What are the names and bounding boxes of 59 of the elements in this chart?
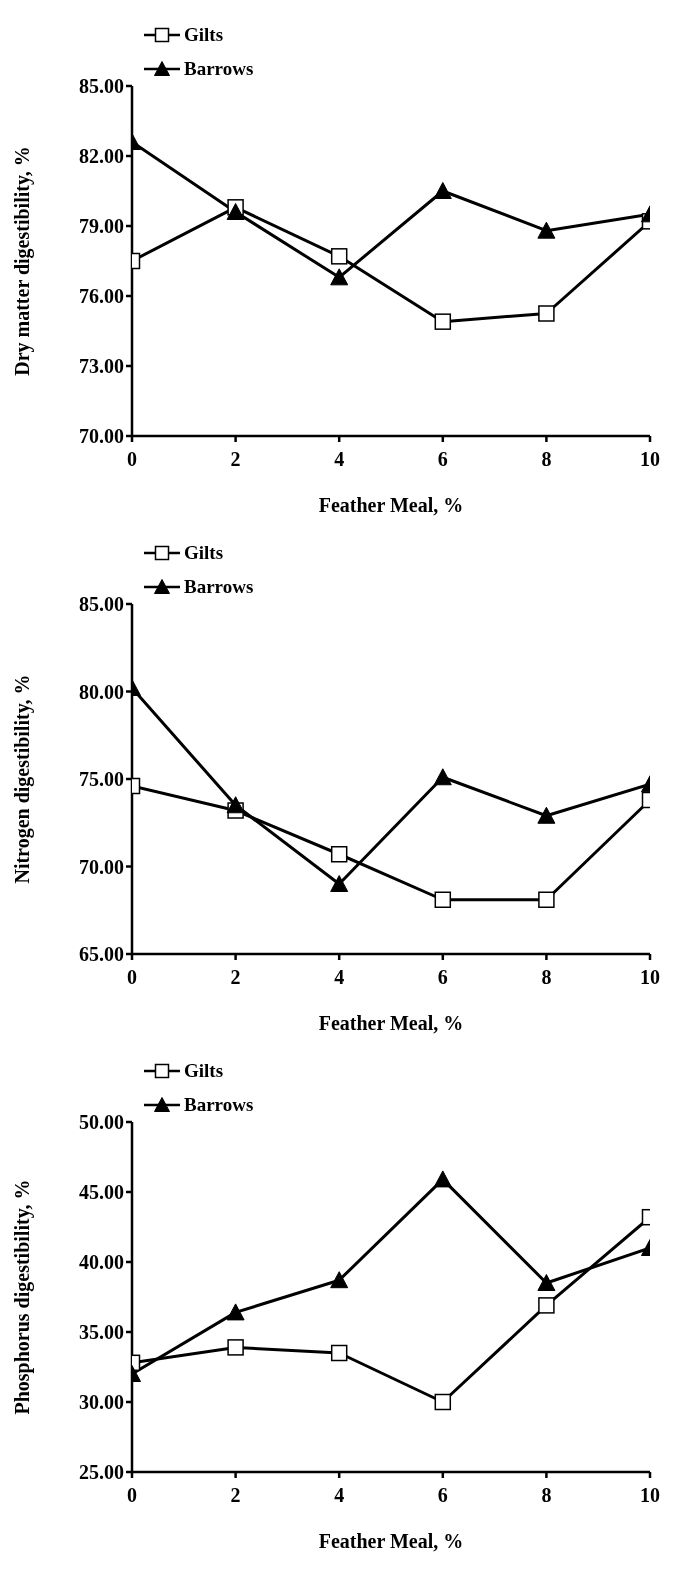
legend-label: Gilts [184, 542, 224, 564]
x-tick-label: 10 [640, 966, 660, 989]
point [433, 768, 452, 786]
legend-label: Gilts [184, 1060, 224, 1082]
legend-label: Barrows [184, 576, 254, 598]
x-tick-label: 6 [437, 448, 448, 471]
point [330, 846, 348, 863]
x-tick-label: 2 [230, 448, 241, 471]
point [330, 1344, 348, 1362]
x-axis-title: Feather Meal, % [318, 1530, 464, 1552]
y-tick-label: 45.00 [79, 1181, 124, 1204]
x-tick-label: 10 [640, 448, 660, 471]
x-tick-label: 6 [437, 966, 448, 989]
x-tick-label: 8 [541, 1484, 552, 1507]
y-tick-label: 50.00 [79, 1111, 124, 1134]
legend-label: Barrows [184, 58, 254, 80]
y-tick-label: 79.00 [79, 215, 124, 238]
legend-label: Gilts [184, 24, 224, 46]
x-tick-label: 4 [334, 966, 345, 989]
y-tick-label: 80.00 [79, 680, 124, 703]
y-tick-label: 76.00 [79, 285, 124, 308]
y-tick-label: 35.00 [79, 1321, 124, 1344]
y-tick-label: 85.00 [79, 75, 124, 98]
x-tick-label: 0 [127, 448, 137, 471]
point [330, 1271, 349, 1289]
point [433, 1170, 452, 1188]
x-tick-label: 8 [541, 448, 552, 471]
point [330, 875, 349, 892]
point [434, 313, 452, 330]
point [433, 182, 452, 199]
y-axis-title: Dry matter digestibility, % [11, 146, 35, 376]
x-tick-label: 6 [437, 1484, 448, 1507]
y-tick-label: 70.00 [79, 855, 124, 878]
point [330, 268, 349, 286]
y-tick-label: 85.00 [79, 593, 124, 616]
point [434, 891, 452, 908]
x-axis-title: Feather Meal, % [318, 494, 464, 516]
y-axis-title: Nitrogen digestibility, % [11, 674, 35, 884]
y-tick-label: 65.00 [79, 943, 124, 966]
y-tick-label: 75.00 [79, 768, 124, 791]
point [434, 1393, 452, 1411]
y-tick-label: 30.00 [79, 1391, 124, 1414]
x-tick-label: 2 [230, 966, 241, 989]
x-tick-label: 10 [640, 1484, 660, 1507]
y-tick-label: 82.00 [79, 145, 124, 168]
legend-label: Barrows [184, 1094, 254, 1116]
x-tick-label: 4 [334, 1484, 345, 1507]
x-tick-label: 0 [127, 1484, 137, 1507]
y-tick-label: 40.00 [79, 1251, 124, 1274]
x-axis-title: Feather Meal, % [318, 1012, 464, 1034]
y-axis-title: Phosphorus digestibility, % [11, 1179, 35, 1415]
x-tick-label: 2 [230, 1484, 241, 1507]
x-tick-label: 4 [334, 448, 345, 471]
x-tick-label: 0 [127, 966, 137, 989]
y-tick-label: 73.00 [79, 355, 124, 378]
point [330, 248, 348, 265]
y-tick-label: 70.00 [79, 425, 124, 448]
x-tick-label: 8 [541, 966, 552, 989]
y-tick-label: 25.00 [79, 1461, 124, 1484]
